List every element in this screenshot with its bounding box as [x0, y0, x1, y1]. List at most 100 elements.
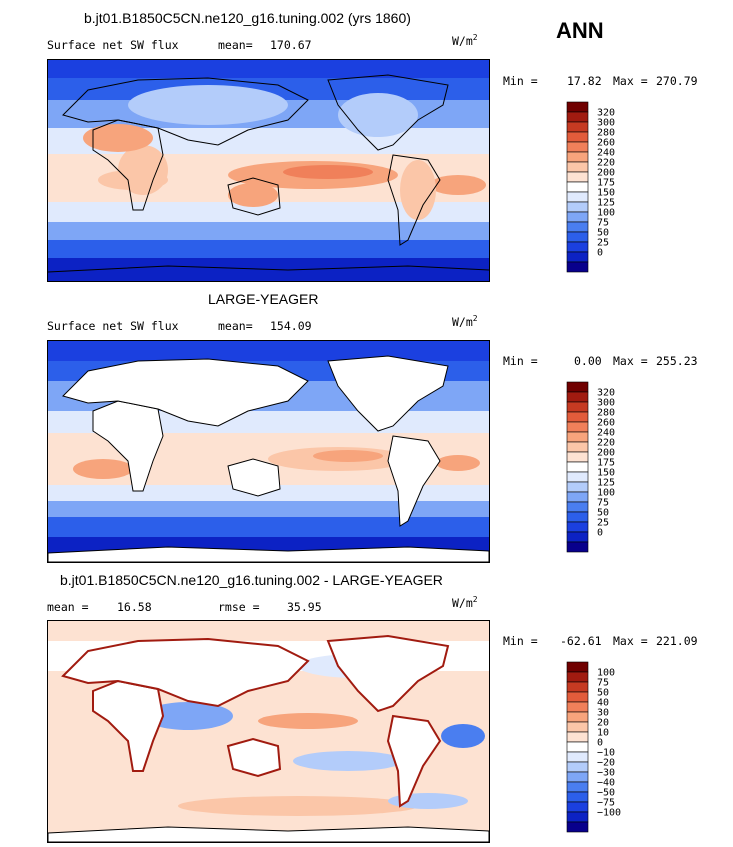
- p1-band-mid-s: [48, 222, 489, 240]
- panel1-map-svg: [48, 60, 489, 281]
- colorbar-box: [566, 381, 589, 393]
- panel3-rmse-label: rmse =: [218, 600, 260, 614]
- colorbar-box: [566, 731, 589, 743]
- p3-pac-pos: [258, 713, 358, 729]
- colorbar-box: [566, 231, 589, 243]
- colorbar-tick-label: 300: [597, 118, 615, 129]
- panel2-map: [47, 340, 490, 563]
- colorbar-tick-label: 260: [597, 138, 615, 149]
- colorbar-box: [566, 701, 589, 713]
- panel2-mean-value: 154.09: [270, 319, 312, 333]
- p1-africa: [118, 145, 168, 195]
- colorbar-tick-label: 150: [597, 468, 615, 479]
- colorbar-box: [566, 761, 589, 773]
- p2-band-mid-s: [48, 501, 489, 517]
- colorbar-box: [566, 531, 589, 543]
- p2-atlantic-max: [436, 455, 480, 471]
- p3-pac-neg2: [293, 751, 403, 771]
- colorbar-box: [566, 771, 589, 783]
- panel3-map-svg: [48, 621, 489, 842]
- colorbar-box: [566, 661, 589, 673]
- colorbar-tick-label: 260: [597, 418, 615, 429]
- colorbar-box: [566, 451, 589, 463]
- p3-atl-neg: [441, 724, 485, 748]
- panel3-units: W/m2: [452, 595, 478, 610]
- colorbar-tick-label: 20: [597, 718, 609, 729]
- colorbar-box: [566, 491, 589, 503]
- colorbar-tick-label: 175: [597, 178, 615, 189]
- colorbar-tick-label: 100: [597, 668, 615, 679]
- colorbar-tick-label: −50: [597, 788, 615, 799]
- colorbar-box: [566, 131, 589, 143]
- colorbar-tick-label: 25: [597, 238, 609, 249]
- colorbar-box: [566, 151, 589, 163]
- p2-indian-max: [73, 459, 133, 479]
- colorbar-tick-label: 220: [597, 158, 615, 169]
- panel3-max-value: 221.09: [656, 634, 698, 648]
- p2-land-samerica: [387, 435, 441, 527]
- colorbar-box: [566, 511, 589, 523]
- panel3-title: b.jt01.B1850C5CN.ne120_g16.tuning.002 - …: [60, 572, 443, 588]
- colorbar-tick-label: 200: [597, 168, 615, 179]
- colorbar-box: [566, 441, 589, 453]
- panel1-max-value: 270.79: [656, 74, 698, 88]
- colorbar-box: [566, 201, 589, 213]
- colorbar-tick-label: 50: [597, 688, 609, 699]
- colorbar-tick-label: 100: [597, 208, 615, 219]
- panel1-min-value: 17.82: [567, 74, 602, 88]
- colorbar-tick-label: 125: [597, 478, 615, 489]
- colorbar-box: [566, 191, 589, 203]
- colorbar-tick-label: 320: [597, 108, 615, 119]
- panel2-units: W/m2: [452, 314, 478, 329]
- colorbar-tick-label: 320: [597, 388, 615, 399]
- panel2-min-label: Min =: [503, 354, 538, 368]
- colorbar-tick-label: 50: [597, 228, 609, 239]
- p1-australia: [228, 183, 278, 207]
- p1-band-polar-n: [48, 60, 489, 78]
- panel2-mean-label: mean=: [218, 319, 253, 333]
- colorbar-box: [566, 801, 589, 813]
- colorbar-box: [566, 791, 589, 803]
- p2-land-australia: [227, 458, 281, 497]
- colorbar-tick-label: 75: [597, 218, 609, 229]
- colorbar-box: [566, 261, 589, 273]
- p1-pacific-core: [283, 165, 373, 179]
- p2-band-high-s: [48, 517, 489, 537]
- panel1-title: b.jt01.B1850C5CN.ne120_g16.tuning.002 (y…: [84, 10, 411, 26]
- colorbar-tick-label: 175: [597, 458, 615, 469]
- panel2-title: LARGE-YEAGER: [208, 291, 319, 307]
- colorbar-tick-label: −10: [597, 748, 615, 759]
- colorbar-tick-label: 280: [597, 128, 615, 139]
- colorbar-box: [566, 821, 589, 833]
- p1-coast-namerica: [327, 74, 449, 151]
- colorbar-tick-label: 30: [597, 708, 609, 719]
- colorbar-box: [566, 181, 589, 193]
- p3-land-namerica: [326, 634, 450, 713]
- p3-land-samerica: [386, 714, 442, 808]
- p1-coast-eurasia: [62, 77, 309, 146]
- colorbar-box: [566, 671, 589, 683]
- colorbar-tick-label: 125: [597, 198, 615, 209]
- colorbar-box: [566, 421, 589, 433]
- colorbar-tick-label: 10: [597, 728, 609, 739]
- colorbar-box: [566, 521, 589, 533]
- p3-land-australia: [226, 737, 282, 778]
- p1-coast-antarctica: [48, 265, 489, 273]
- colorbar-box: [566, 691, 589, 703]
- colorbar-box: [566, 471, 589, 483]
- season-label: ANN: [556, 18, 604, 43]
- colorbar-tick-label: 280: [597, 408, 615, 419]
- colorbar-tick-label: −20: [597, 758, 615, 769]
- colorbar-tick-label: 200: [597, 448, 615, 459]
- colorbar-tick-label: 25: [597, 518, 609, 529]
- colorbar-tick-label: 0: [597, 528, 603, 539]
- colorbar-tick-label: 240: [597, 428, 615, 439]
- colorbar-box: [566, 221, 589, 233]
- panel1-max-label: Max =: [613, 74, 648, 88]
- panel1-map: [47, 59, 490, 282]
- colorbar-box: [566, 811, 589, 823]
- panel2-max-label: Max =: [613, 354, 648, 368]
- p3-land-antarctica: [48, 826, 489, 842]
- panel3-max-label: Max =: [613, 634, 648, 648]
- panel1-variable-label: Surface net SW flux: [47, 38, 179, 52]
